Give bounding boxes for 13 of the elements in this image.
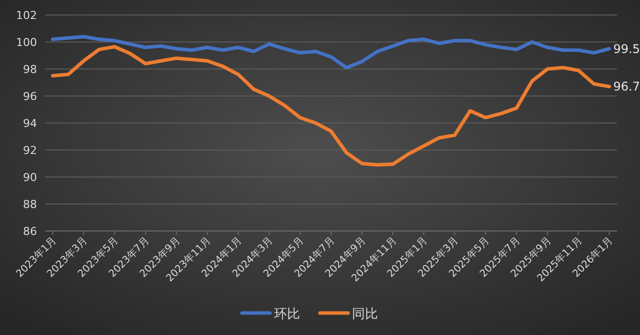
y-tick-label: 96	[23, 90, 37, 103]
legend-label: 环比	[274, 307, 300, 322]
y-tick-label: 98	[23, 63, 37, 76]
y-tick-label: 90	[23, 171, 37, 184]
y-tick-label: 100	[16, 36, 37, 49]
y-tick-label: 88	[23, 198, 37, 211]
y-tick-label: 92	[23, 144, 37, 157]
y-tick-label: 86	[23, 225, 37, 238]
legend-label: 同比	[352, 307, 378, 322]
y-tick-label: 94	[23, 117, 37, 130]
y-tick-label: 102	[16, 9, 37, 22]
data-label: 96.7	[613, 80, 640, 94]
data-label: 99.5	[613, 42, 640, 56]
